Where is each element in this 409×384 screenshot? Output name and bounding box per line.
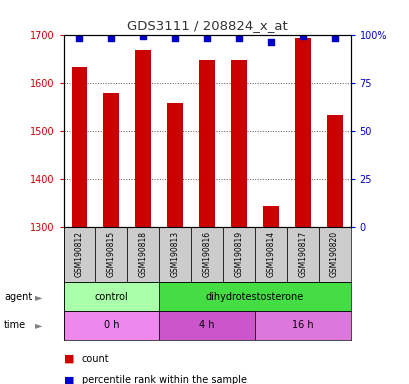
Point	[267, 39, 274, 45]
Text: 16 h: 16 h	[291, 320, 313, 331]
Point	[299, 33, 305, 40]
Text: GSM190817: GSM190817	[297, 231, 306, 278]
Bar	[159, 227, 191, 282]
Bar	[254, 311, 350, 340]
Text: dihydrotestosterone: dihydrotestosterone	[205, 291, 303, 302]
Text: GSM190819: GSM190819	[234, 231, 243, 278]
Bar	[63, 282, 159, 311]
Text: time: time	[4, 320, 26, 331]
Text: percentile rank within the sample: percentile rank within the sample	[82, 375, 246, 384]
Title: GDS3111 / 208824_x_at: GDS3111 / 208824_x_at	[126, 19, 287, 32]
Text: ■: ■	[63, 354, 74, 364]
Text: agent: agent	[4, 291, 32, 302]
Text: GSM190814: GSM190814	[266, 231, 275, 278]
Text: GSM190820: GSM190820	[329, 231, 338, 278]
Point	[171, 35, 178, 41]
Text: ►: ►	[35, 320, 42, 331]
Bar	[63, 227, 95, 282]
Text: GSM190812: GSM190812	[75, 232, 84, 277]
Bar	[191, 227, 222, 282]
Text: GSM190818: GSM190818	[138, 232, 147, 277]
Bar	[230, 60, 246, 227]
Bar	[135, 50, 151, 227]
Bar	[254, 227, 286, 282]
Text: ■: ■	[63, 375, 74, 384]
Bar	[95, 227, 127, 282]
Bar	[71, 67, 87, 227]
Point	[139, 33, 146, 40]
Text: 0 h: 0 h	[103, 320, 119, 331]
Point	[235, 35, 242, 41]
Bar	[326, 115, 342, 227]
Bar	[103, 93, 119, 227]
Bar	[159, 282, 350, 311]
Point	[76, 35, 83, 41]
Text: ►: ►	[35, 291, 42, 302]
Bar	[222, 227, 254, 282]
Text: GSM190813: GSM190813	[170, 231, 179, 278]
Bar	[159, 311, 254, 340]
Point	[203, 35, 210, 41]
Bar	[318, 227, 350, 282]
Bar	[127, 227, 159, 282]
Text: count: count	[82, 354, 109, 364]
Text: control: control	[94, 291, 128, 302]
Text: GSM190815: GSM190815	[107, 231, 116, 278]
Point	[330, 35, 337, 41]
Text: GSM190816: GSM190816	[202, 231, 211, 278]
Bar	[63, 311, 159, 340]
Bar	[286, 227, 318, 282]
Bar	[199, 60, 214, 227]
Point	[108, 35, 115, 41]
Bar	[167, 103, 183, 227]
Bar	[294, 38, 310, 227]
Text: 4 h: 4 h	[199, 320, 214, 331]
Bar	[262, 206, 278, 227]
